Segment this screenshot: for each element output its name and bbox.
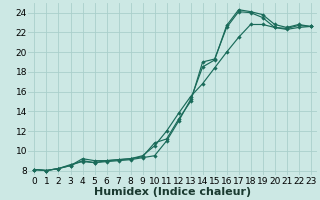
X-axis label: Humidex (Indice chaleur): Humidex (Indice chaleur) bbox=[94, 187, 251, 197]
